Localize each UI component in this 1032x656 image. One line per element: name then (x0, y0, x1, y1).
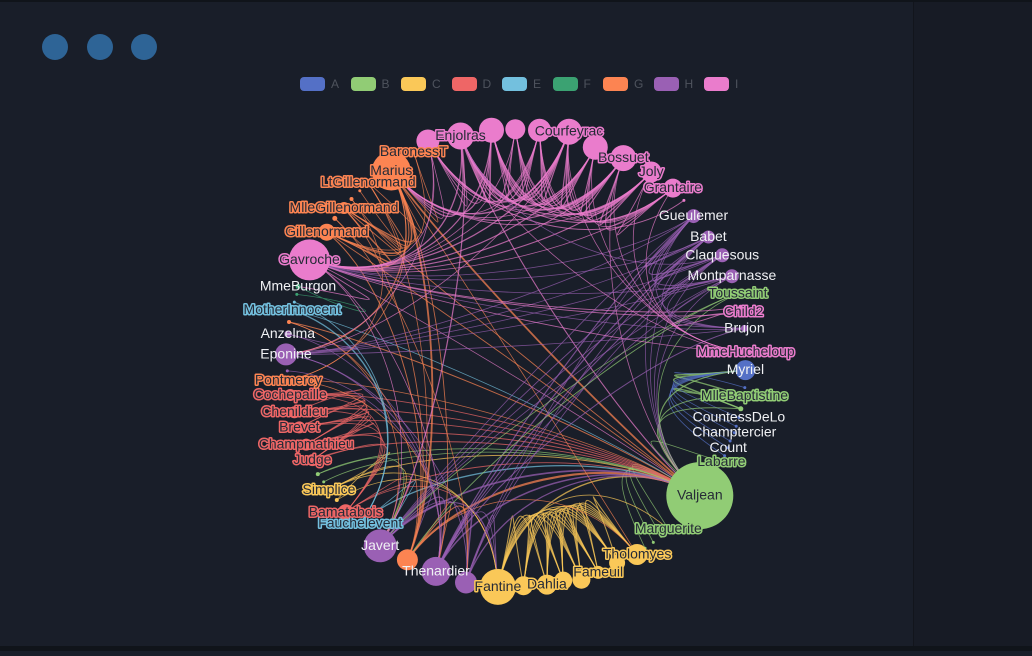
svg-text:Child2: Child2 (724, 303, 764, 319)
svg-text:MotherInnocent: MotherInnocent (244, 301, 341, 317)
svg-text:Joly: Joly (639, 163, 664, 179)
svg-text:MlleBaptistine: MlleBaptistine (701, 387, 788, 403)
svg-text:Thenardier: Thenardier (402, 562, 470, 578)
svg-text:Valjean: Valjean (677, 487, 723, 503)
svg-text:Fameuil: Fameuil (573, 563, 623, 579)
svg-text:Fantine: Fantine (475, 578, 522, 594)
svg-text:Brujon: Brujon (724, 319, 764, 335)
svg-text:MmeHucheloup: MmeHucheloup (697, 343, 795, 359)
svg-text:Eponine: Eponine (260, 345, 312, 361)
svg-text:Bossuet: Bossuet (598, 149, 649, 165)
svg-text:Marguerite: Marguerite (635, 520, 702, 536)
svg-text:Myriel: Myriel (727, 361, 764, 377)
svg-text:Champmathieu: Champmathieu (259, 436, 354, 452)
svg-text:Tholomyes: Tholomyes (603, 546, 671, 562)
svg-text:Brevet: Brevet (279, 418, 320, 434)
svg-text:Dahlia: Dahlia (527, 576, 567, 592)
svg-text:Labarre: Labarre (697, 453, 745, 469)
svg-text:Pontmercy: Pontmercy (255, 371, 322, 387)
svg-text:Claquesous: Claquesous (685, 246, 759, 262)
svg-text:Count: Count (710, 439, 747, 455)
svg-text:MmeBurgon: MmeBurgon (260, 277, 336, 293)
svg-text:Marius: Marius (370, 162, 412, 178)
svg-text:Toussaint: Toussaint (708, 285, 767, 301)
svg-text:Montparnasse: Montparnasse (688, 267, 777, 283)
svg-text:Champtercier: Champtercier (692, 424, 776, 440)
svg-text:Chenildieu: Chenildieu (261, 403, 327, 419)
svg-text:CountessDeLo: CountessDeLo (693, 409, 786, 425)
svg-text:Javert: Javert (361, 537, 399, 553)
svg-text:Bamatabois: Bamatabois (309, 503, 383, 519)
svg-text:MlleGillenormand: MlleGillenormand (290, 199, 399, 215)
svg-text:Simplice: Simplice (303, 481, 356, 497)
svg-text:Gillenormand: Gillenormand (285, 223, 368, 239)
svg-text:Cochepaille: Cochepaille (254, 386, 327, 402)
svg-text:Anzelma: Anzelma (261, 325, 316, 341)
svg-text:Grantaire: Grantaire (644, 179, 703, 195)
svg-text:Babet: Babet (690, 228, 727, 244)
svg-text:Judge: Judge (293, 451, 331, 467)
svg-text:Gavroche: Gavroche (279, 251, 340, 267)
svg-text:Enjolras: Enjolras (435, 127, 486, 143)
svg-text:Fauchelevent: Fauchelevent (318, 515, 402, 531)
svg-text:Gueulemer: Gueulemer (659, 207, 729, 223)
svg-text:BaronessT: BaronessT (380, 143, 448, 159)
svg-text:Courfeyrac: Courfeyrac (535, 123, 603, 139)
svg-text:LtGillenormand: LtGillenormand (321, 174, 416, 190)
